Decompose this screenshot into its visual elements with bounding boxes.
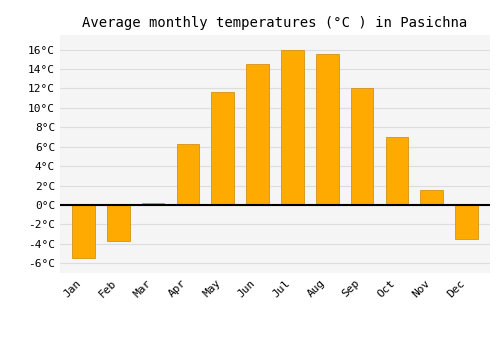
Bar: [420, 190, 443, 205]
Bar: [316, 55, 338, 205]
Bar: [281, 50, 303, 205]
Bar: [142, 203, 165, 205]
Bar: [350, 89, 374, 205]
Bar: [246, 64, 269, 205]
Title: Average monthly temperatures (°C ) in Pasichna: Average monthly temperatures (°C ) in Pa…: [82, 16, 468, 30]
Bar: [176, 144, 200, 205]
Bar: [386, 137, 408, 205]
Bar: [212, 92, 234, 205]
Bar: [72, 205, 95, 258]
Bar: [107, 205, 130, 241]
Bar: [455, 205, 478, 239]
